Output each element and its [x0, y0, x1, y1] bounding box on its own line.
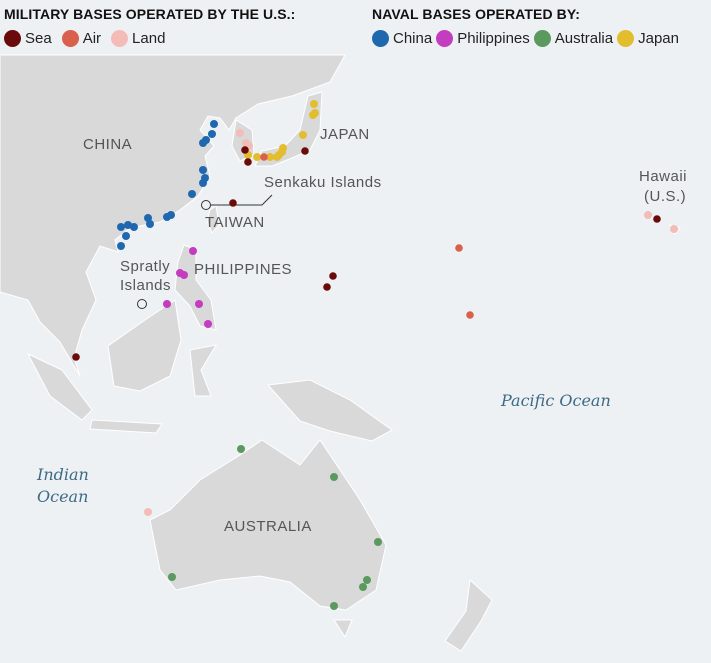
legend-us-bases: MILITARY BASES OPERATED BY THE U.S.: Sea… — [4, 6, 295, 47]
base-marker-air — [455, 244, 463, 252]
base-marker-sea — [72, 353, 80, 361]
base-marker-japan — [253, 153, 261, 161]
base-marker-china — [210, 120, 218, 128]
legend-us-title: MILITARY BASES OPERATED BY THE U.S.: — [4, 6, 296, 22]
base-marker-china — [122, 232, 130, 240]
base-marker-japan — [299, 131, 307, 139]
base-marker-china — [163, 213, 171, 221]
label-pacific-ocean: Pacific Ocean — [501, 391, 611, 410]
label-hawaii-2: (U.S.) — [644, 188, 687, 205]
base-marker-china — [202, 136, 210, 144]
base-marker-phil — [189, 247, 197, 255]
base-marker-air — [260, 153, 268, 161]
legend-naval-bases: NAVAL BASES OPERATED BY: China Philippin… — [372, 6, 679, 47]
tasmania — [333, 619, 353, 639]
legend-naval-title: NAVAL BASES OPERATED BY: — [372, 6, 581, 22]
base-marker-china — [199, 166, 207, 174]
spratly-marker — [137, 299, 147, 309]
base-marker-phil — [180, 271, 188, 279]
base-marker-land — [144, 508, 152, 516]
senkaku-marker — [201, 200, 211, 210]
new-zealand — [444, 578, 493, 652]
label-indian-ocean-1: Indian — [37, 465, 89, 484]
base-marker-sea — [653, 215, 661, 223]
base-marker-sea — [244, 158, 252, 166]
new-guinea — [266, 379, 393, 442]
base-marker-japan — [266, 153, 274, 161]
base-marker-china — [208, 130, 216, 138]
base-marker-sea — [301, 147, 309, 155]
base-marker-japan — [279, 144, 287, 152]
legend-item-air: Air — [61, 30, 101, 47]
label-japan: JAPAN — [320, 126, 370, 143]
label-china: CHINA — [83, 136, 133, 153]
label-hawaii-1: Hawaii — [639, 168, 688, 185]
base-marker-japan — [311, 109, 319, 117]
base-marker-aus — [363, 576, 371, 584]
base-marker-aus — [374, 538, 382, 546]
base-marker-china — [124, 221, 132, 229]
base-marker-phil — [195, 300, 203, 308]
legend-item-philippines: Philippines — [436, 30, 530, 47]
base-marker-aus — [359, 583, 367, 591]
base-marker-sea — [241, 146, 249, 154]
base-marker-land — [236, 129, 244, 137]
legend-item-china: China — [372, 30, 432, 47]
base-marker-phil — [204, 320, 212, 328]
legend-item-australia: Australia — [533, 30, 613, 47]
label-senkaku: Senkaku Islands — [264, 174, 382, 191]
label-australia: AUSTRALIA — [224, 518, 312, 535]
legend-item-sea: Sea — [4, 30, 52, 47]
base-marker-aus — [330, 602, 338, 610]
label-taiwan: TAIWAN — [205, 214, 265, 231]
australia-land — [149, 439, 387, 611]
base-marker-sea — [323, 283, 331, 291]
taiwan — [206, 205, 220, 234]
base-marker-aus — [168, 573, 176, 581]
borneo — [107, 299, 182, 392]
legend-item-japan: Japan — [617, 30, 679, 47]
base-marker-air — [466, 311, 474, 319]
label-philippines: PHILIPPINES — [194, 261, 293, 278]
base-marker-china — [117, 242, 125, 250]
base-marker-sea — [329, 272, 337, 280]
label-spratly-2: Islands — [120, 277, 172, 294]
label-spratly-1: Spratly — [120, 258, 171, 275]
legend-item-land: Land — [111, 30, 165, 47]
base-marker-land — [644, 211, 652, 219]
sumatra — [26, 352, 93, 421]
label-indian-ocean-2: Ocean — [37, 487, 89, 506]
senkaku-leader — [137, 194, 273, 309]
base-marker-sea — [229, 199, 237, 207]
java — [89, 419, 163, 434]
base-marker-china — [146, 220, 154, 228]
base-marker-phil — [163, 300, 171, 308]
sulawesi — [189, 344, 218, 397]
base-marker-aus — [237, 445, 245, 453]
base-marker-china — [188, 190, 196, 198]
base-marker-china — [117, 223, 125, 231]
base-marker-land — [670, 225, 678, 233]
base-marker-japan — [310, 100, 318, 108]
base-marker-china — [199, 179, 207, 187]
base-marker-aus — [330, 473, 338, 481]
philippines — [174, 244, 217, 331]
